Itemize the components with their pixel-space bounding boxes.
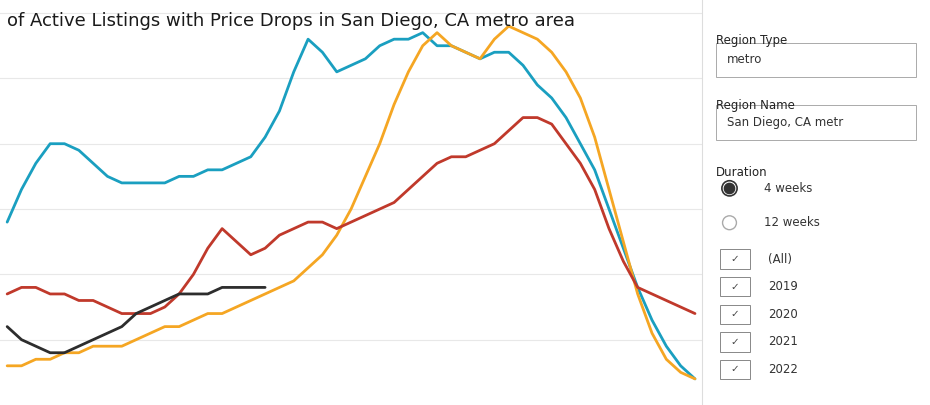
Text: ✓: ✓	[731, 309, 739, 319]
Text: of Active Listings with Price Drops in San Diego, CA metro area: of Active Listings with Price Drops in S…	[7, 12, 575, 30]
Text: ✓: ✓	[731, 254, 739, 264]
Text: (All): (All)	[768, 253, 792, 266]
Text: ✓: ✓	[731, 337, 739, 347]
Point	[722, 185, 737, 192]
Text: 12 weeks: 12 weeks	[764, 216, 819, 229]
Point	[722, 220, 737, 226]
Text: 2022: 2022	[768, 363, 798, 376]
Text: 2019: 2019	[768, 280, 798, 293]
Text: metro: metro	[727, 53, 763, 66]
Text: ✓: ✓	[731, 282, 739, 292]
Text: Region Type: Region Type	[716, 34, 787, 47]
Text: 2020: 2020	[768, 308, 798, 321]
Text: 4 weeks: 4 weeks	[764, 182, 812, 195]
FancyBboxPatch shape	[721, 249, 750, 269]
FancyBboxPatch shape	[721, 332, 750, 352]
Text: 2021: 2021	[768, 335, 798, 348]
FancyBboxPatch shape	[721, 277, 750, 296]
Point	[722, 185, 737, 192]
FancyBboxPatch shape	[721, 360, 750, 379]
Text: Duration: Duration	[716, 166, 767, 179]
Text: Region Name: Region Name	[716, 99, 795, 112]
FancyBboxPatch shape	[716, 105, 916, 140]
FancyBboxPatch shape	[716, 43, 916, 77]
Text: ✓: ✓	[731, 364, 739, 374]
Text: San Diego, CA metr: San Diego, CA metr	[727, 116, 844, 129]
FancyBboxPatch shape	[721, 305, 750, 324]
